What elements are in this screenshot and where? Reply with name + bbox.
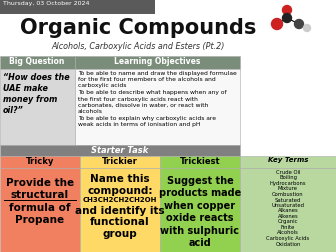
Text: Organic: Organic (278, 219, 298, 225)
Text: Trickier: Trickier (102, 157, 138, 166)
Text: Unsaturated: Unsaturated (271, 203, 304, 208)
Bar (240, 168, 336, 252)
Text: Alkenes: Alkenes (278, 214, 298, 219)
Text: Learning Objectives: Learning Objectives (114, 57, 200, 66)
Bar (0, 56, 75, 69)
Text: compound:: compound: (87, 186, 153, 196)
Circle shape (283, 14, 292, 22)
Text: Oxidation: Oxidation (275, 241, 301, 246)
Bar (0, 0, 155, 14)
Text: and identify its: and identify its (75, 205, 165, 215)
Text: Finite: Finite (281, 225, 295, 230)
Circle shape (294, 19, 303, 28)
Circle shape (271, 18, 283, 29)
Text: Saturated: Saturated (275, 198, 301, 203)
Text: To be able to explain why carboxylic acids are
weak acids in terms of ionisation: To be able to explain why carboxylic aci… (78, 116, 216, 127)
Text: Crude Oil: Crude Oil (276, 170, 300, 175)
Text: Boiling: Boiling (279, 175, 297, 180)
Text: Mixture: Mixture (278, 186, 298, 192)
Bar (155, 0, 336, 14)
Circle shape (283, 6, 292, 15)
Bar (160, 156, 240, 168)
Text: Alcohols: Alcohols (277, 231, 299, 236)
Bar (160, 168, 240, 252)
Text: Starter Task: Starter Task (91, 146, 149, 155)
Text: functional: functional (90, 217, 150, 227)
Circle shape (303, 24, 310, 32)
Text: Alcohols, Carboxylic Acids and Esters (Pt.2): Alcohols, Carboxylic Acids and Esters (P… (51, 42, 225, 51)
Text: group: group (102, 229, 137, 239)
Text: Suggest the
products made
when copper
oxide reacts
with sulphuric
acid: Suggest the products made when copper ox… (159, 176, 241, 248)
Bar (80, 168, 160, 252)
Bar (0, 168, 80, 252)
Text: Trickiest: Trickiest (180, 157, 220, 166)
Bar (0, 69, 75, 145)
Text: Name this: Name this (90, 174, 150, 184)
Bar (75, 69, 240, 145)
Text: Key Terms: Key Terms (268, 157, 308, 163)
Text: To be able to describe what happens when any of
the first four carboxylic acids : To be able to describe what happens when… (78, 90, 226, 114)
Text: Thursday, 03 October 2024: Thursday, 03 October 2024 (3, 1, 89, 6)
Bar (0, 145, 240, 156)
Text: Alkanes: Alkanes (278, 208, 298, 213)
Text: Hydrocarbons: Hydrocarbons (270, 181, 306, 186)
Text: Carboxylic Acids: Carboxylic Acids (266, 236, 310, 241)
Text: Combustion: Combustion (272, 192, 304, 197)
Bar (0, 14, 336, 56)
Text: To be able to name and draw the displayed formulae
for the first four members of: To be able to name and draw the displaye… (78, 71, 237, 88)
Bar (0, 156, 80, 168)
Text: Organic Compounds: Organic Compounds (20, 18, 256, 38)
Bar (75, 56, 240, 69)
Bar (240, 156, 336, 168)
Text: “How does the
UAE make
money from
oil?”: “How does the UAE make money from oil?” (3, 73, 70, 115)
Text: Tricky: Tricky (26, 157, 54, 166)
Text: CH3CH2CH2CH2OH: CH3CH2CH2CH2OH (83, 198, 157, 204)
Text: Provide the
structural
formula of
Propane: Provide the structural formula of Propan… (6, 178, 74, 225)
Text: Big Question: Big Question (9, 57, 65, 66)
Bar (80, 156, 160, 168)
